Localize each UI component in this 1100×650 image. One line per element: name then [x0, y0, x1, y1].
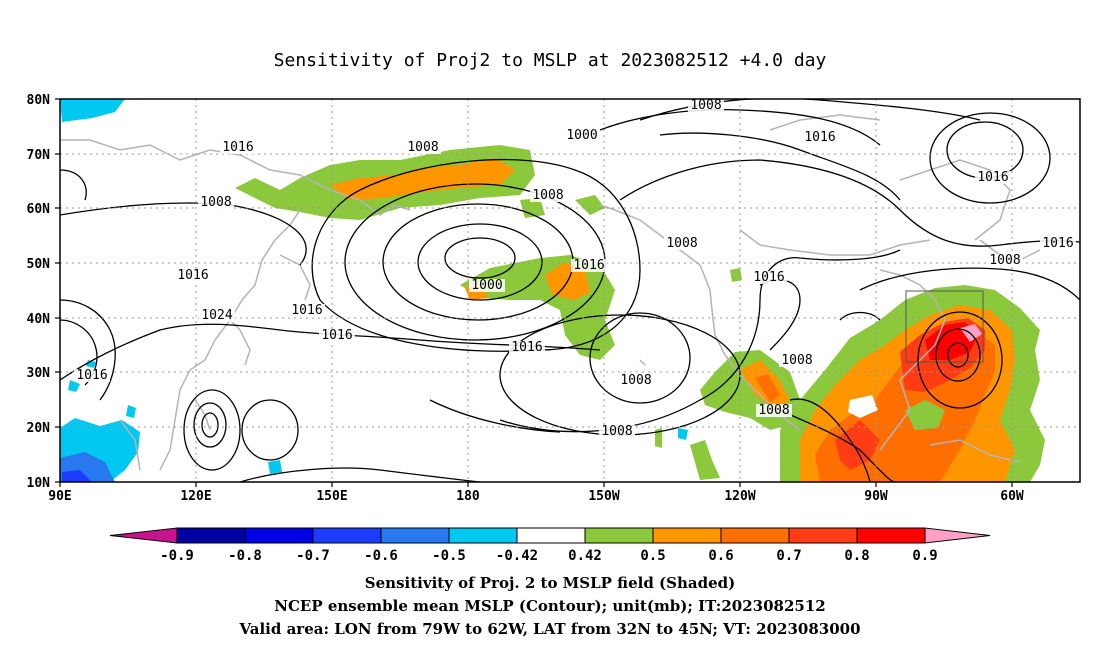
colorbar-label: 0.8 [844, 548, 869, 564]
negative-sensitivity-shading [60, 99, 688, 482]
lat-label: 40N [27, 312, 51, 327]
latitude-labels: 80N 70N 60N 50N 40N 30N 20N 10N [27, 93, 51, 491]
contour-label: 1016 [804, 130, 835, 145]
colorbar-label: -0.9 [160, 548, 194, 564]
colorbar-segment [312, 527, 382, 544]
contour-label: 1000 [566, 128, 597, 143]
contour-label: 1016 [753, 270, 784, 285]
colorbar-segment [516, 527, 586, 544]
colorbar-segment [244, 527, 314, 544]
caption-line-1: Sensitivity of Proj. 2 to MSLP field (Sh… [364, 574, 736, 592]
colorbar-label: 0.9 [912, 548, 937, 564]
colorbar-segment [652, 527, 722, 544]
contour-label: 1016 [573, 258, 604, 273]
contour-label: 1008 [690, 98, 721, 113]
contour-label: 1008 [989, 253, 1020, 268]
contour-label: 1008 [601, 424, 632, 439]
contour-label: 1008 [781, 353, 812, 368]
contour-label: 1008 [758, 403, 789, 418]
contour-label: 1008 [532, 188, 563, 203]
plot-area: 1008 1016 1008 1000 1016 1008 1008 1016 1000 1016… [60, 98, 1080, 482]
lon-label: 150E [316, 489, 347, 504]
colorbar-segment [788, 527, 858, 544]
contour-label: 1008 [200, 195, 231, 210]
colorbar-segment [176, 527, 246, 544]
contour-label: 1016 [177, 268, 208, 283]
positive-sensitivity-shading [235, 145, 1045, 482]
colorbar-segment [380, 527, 450, 544]
lon-label: 90W [864, 489, 888, 504]
colorbar-segment [584, 527, 654, 544]
lat-label: 60N [27, 202, 51, 217]
caption-line-2: NCEP ensemble mean MSLP (Contour); unit(… [274, 597, 826, 615]
colorbar-segment [856, 527, 926, 544]
colorbar-label: 0.7 [776, 548, 801, 564]
colorbar-extend-low [109, 527, 178, 544]
colorbar-label: 0.42 [568, 548, 602, 564]
contour-label: 1016 [76, 368, 107, 383]
lon-label: 150W [588, 489, 619, 504]
colorbar-label: -0.8 [228, 548, 262, 564]
colorbar-label: -0.42 [496, 548, 538, 564]
lat-label: 30N [27, 366, 51, 381]
contour-labels: 1008 1016 1008 1000 1016 1008 1008 1016 1000 1016… [74, 98, 1076, 439]
lat-label: 50N [27, 257, 51, 272]
colorbar-label: 0.5 [640, 548, 665, 564]
contour-label: 1016 [511, 340, 542, 355]
axis-ticks [55, 98, 1013, 487]
lon-label: 60W [1000, 489, 1024, 504]
colorbar-label: 0.6 [708, 548, 733, 564]
contour-label: 1016 [1042, 236, 1073, 251]
colorbar-label: -0.5 [432, 548, 466, 564]
lon-label: 120W [724, 489, 755, 504]
colorbar-labels: -0.9 -0.8 -0.7 -0.6 -0.5 -0.42 0.42 0.5 0.6 0.7 0.… [160, 548, 938, 564]
longitude-labels: 90E 120E 150E 180 150W 120W 90W 60W [48, 489, 1024, 504]
mslp-contours [60, 99, 1080, 482]
lat-label: 20N [27, 421, 51, 436]
colorbar-segment [720, 527, 790, 544]
caption-line-3: Valid area: LON from 79W to 62W, LAT fro… [239, 620, 861, 638]
coastlines [60, 114, 1041, 471]
contour-label: 1016 [291, 303, 322, 318]
lon-label: 90E [48, 489, 71, 504]
contour-label: 1016 [321, 328, 352, 343]
contour-label: 1016 [222, 140, 253, 155]
plot-frame [59, 98, 1081, 483]
colorbar [109, 527, 991, 544]
lon-label: 120E [180, 489, 211, 504]
colorbar-label: -0.6 [364, 548, 398, 564]
contour-label: 1016 [977, 170, 1008, 185]
colorbar-extend-high [924, 527, 991, 544]
contour-label: 1008 [407, 140, 438, 155]
lat-label: 10N [27, 476, 51, 491]
lat-label: 70N [27, 148, 51, 163]
lat-label: 80N [27, 93, 51, 108]
contour-label: 1024 [201, 308, 232, 323]
colorbar-segment [448, 527, 518, 544]
contour-label: 1008 [620, 373, 651, 388]
colorbar-label: -0.7 [296, 548, 330, 564]
valid-area-box [905, 290, 984, 363]
lon-label: 180 [456, 489, 480, 504]
contour-label: 1008 [666, 236, 697, 251]
map-title: Sensitivity of Proj2 to MSLP at 20230825… [273, 50, 827, 71]
contour-label: 1000 [471, 278, 502, 293]
